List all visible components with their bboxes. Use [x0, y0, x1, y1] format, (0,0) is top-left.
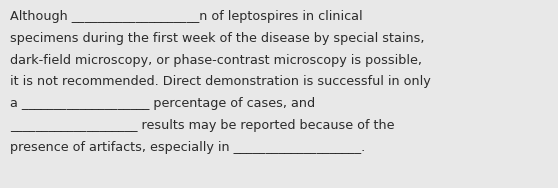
Text: a ____________________ percentage of cases, and: a ____________________ percentage of cas…	[10, 97, 315, 110]
Text: specimens during the first week of the disease by special stains,: specimens during the first week of the d…	[10, 32, 425, 45]
Text: dark-field microscopy, or phase-contrast microscopy is possible,: dark-field microscopy, or phase-contrast…	[10, 54, 422, 67]
Text: it is not recommended. Direct demonstration is successful in only: it is not recommended. Direct demonstrat…	[10, 75, 431, 88]
Text: ____________________ results may be reported because of the: ____________________ results may be repo…	[10, 119, 395, 132]
Text: presence of artifacts, especially in ____________________.: presence of artifacts, especially in ___…	[10, 141, 365, 154]
Text: Although ____________________n of leptospires in clinical: Although ____________________n of leptos…	[10, 10, 363, 23]
